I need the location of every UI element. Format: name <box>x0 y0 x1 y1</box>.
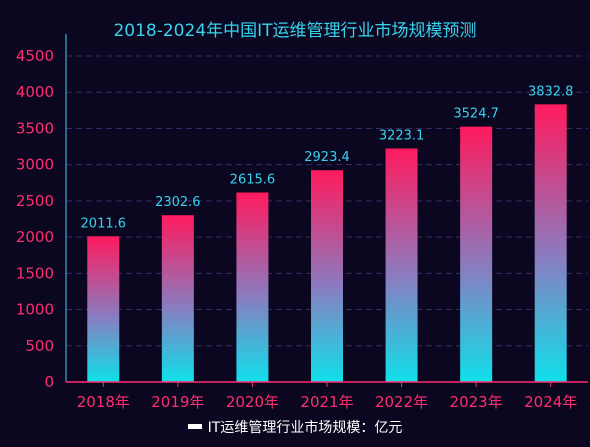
legend-swatch <box>187 423 202 429</box>
data-label: 2302.6 <box>155 195 201 210</box>
bar[interactable] <box>236 192 269 382</box>
y-tick-label: 4500 <box>16 47 54 65</box>
y-tick-label: 2000 <box>16 228 54 246</box>
x-tick-label: 2018年 <box>77 393 130 411</box>
bar[interactable] <box>534 104 567 382</box>
data-label: 2615.6 <box>230 173 276 188</box>
y-tick-label: 1000 <box>16 301 54 319</box>
y-tick-label: 3500 <box>16 119 54 137</box>
x-tick-label: 2022年 <box>375 393 428 411</box>
legend-label: IT运维管理行业市场规模：亿元 <box>207 420 403 436</box>
chart-title: 2018-2024年中国IT运维管理行业市场规模预测 <box>113 21 477 41</box>
y-tick-label: 1500 <box>16 264 54 282</box>
bar[interactable] <box>460 126 493 383</box>
data-label: 3524.7 <box>453 107 499 122</box>
data-label: 3223.1 <box>379 129 425 144</box>
x-tick-label: 2019年 <box>151 393 204 411</box>
y-tick-label: 500 <box>25 337 54 355</box>
y-tick-label: 0 <box>44 373 54 391</box>
bar[interactable] <box>161 215 194 382</box>
data-label: 2923.4 <box>304 150 350 165</box>
y-tick-label: 2500 <box>16 192 54 210</box>
bar[interactable] <box>87 236 120 382</box>
y-tick-label: 3000 <box>16 156 54 174</box>
x-tick-label: 2024年 <box>524 393 577 411</box>
legend[interactable]: IT运维管理行业市场规模：亿元 <box>0 418 590 438</box>
bar[interactable] <box>311 170 343 382</box>
data-label: 2011.6 <box>81 216 127 231</box>
data-label: 3832.8 <box>528 84 574 99</box>
bar[interactable] <box>385 148 418 382</box>
x-tick-label: 2023年 <box>450 393 503 411</box>
x-tick-label: 2021年 <box>300 393 353 411</box>
y-tick-label: 4000 <box>16 83 54 101</box>
x-tick-label: 2020年 <box>226 393 279 411</box>
